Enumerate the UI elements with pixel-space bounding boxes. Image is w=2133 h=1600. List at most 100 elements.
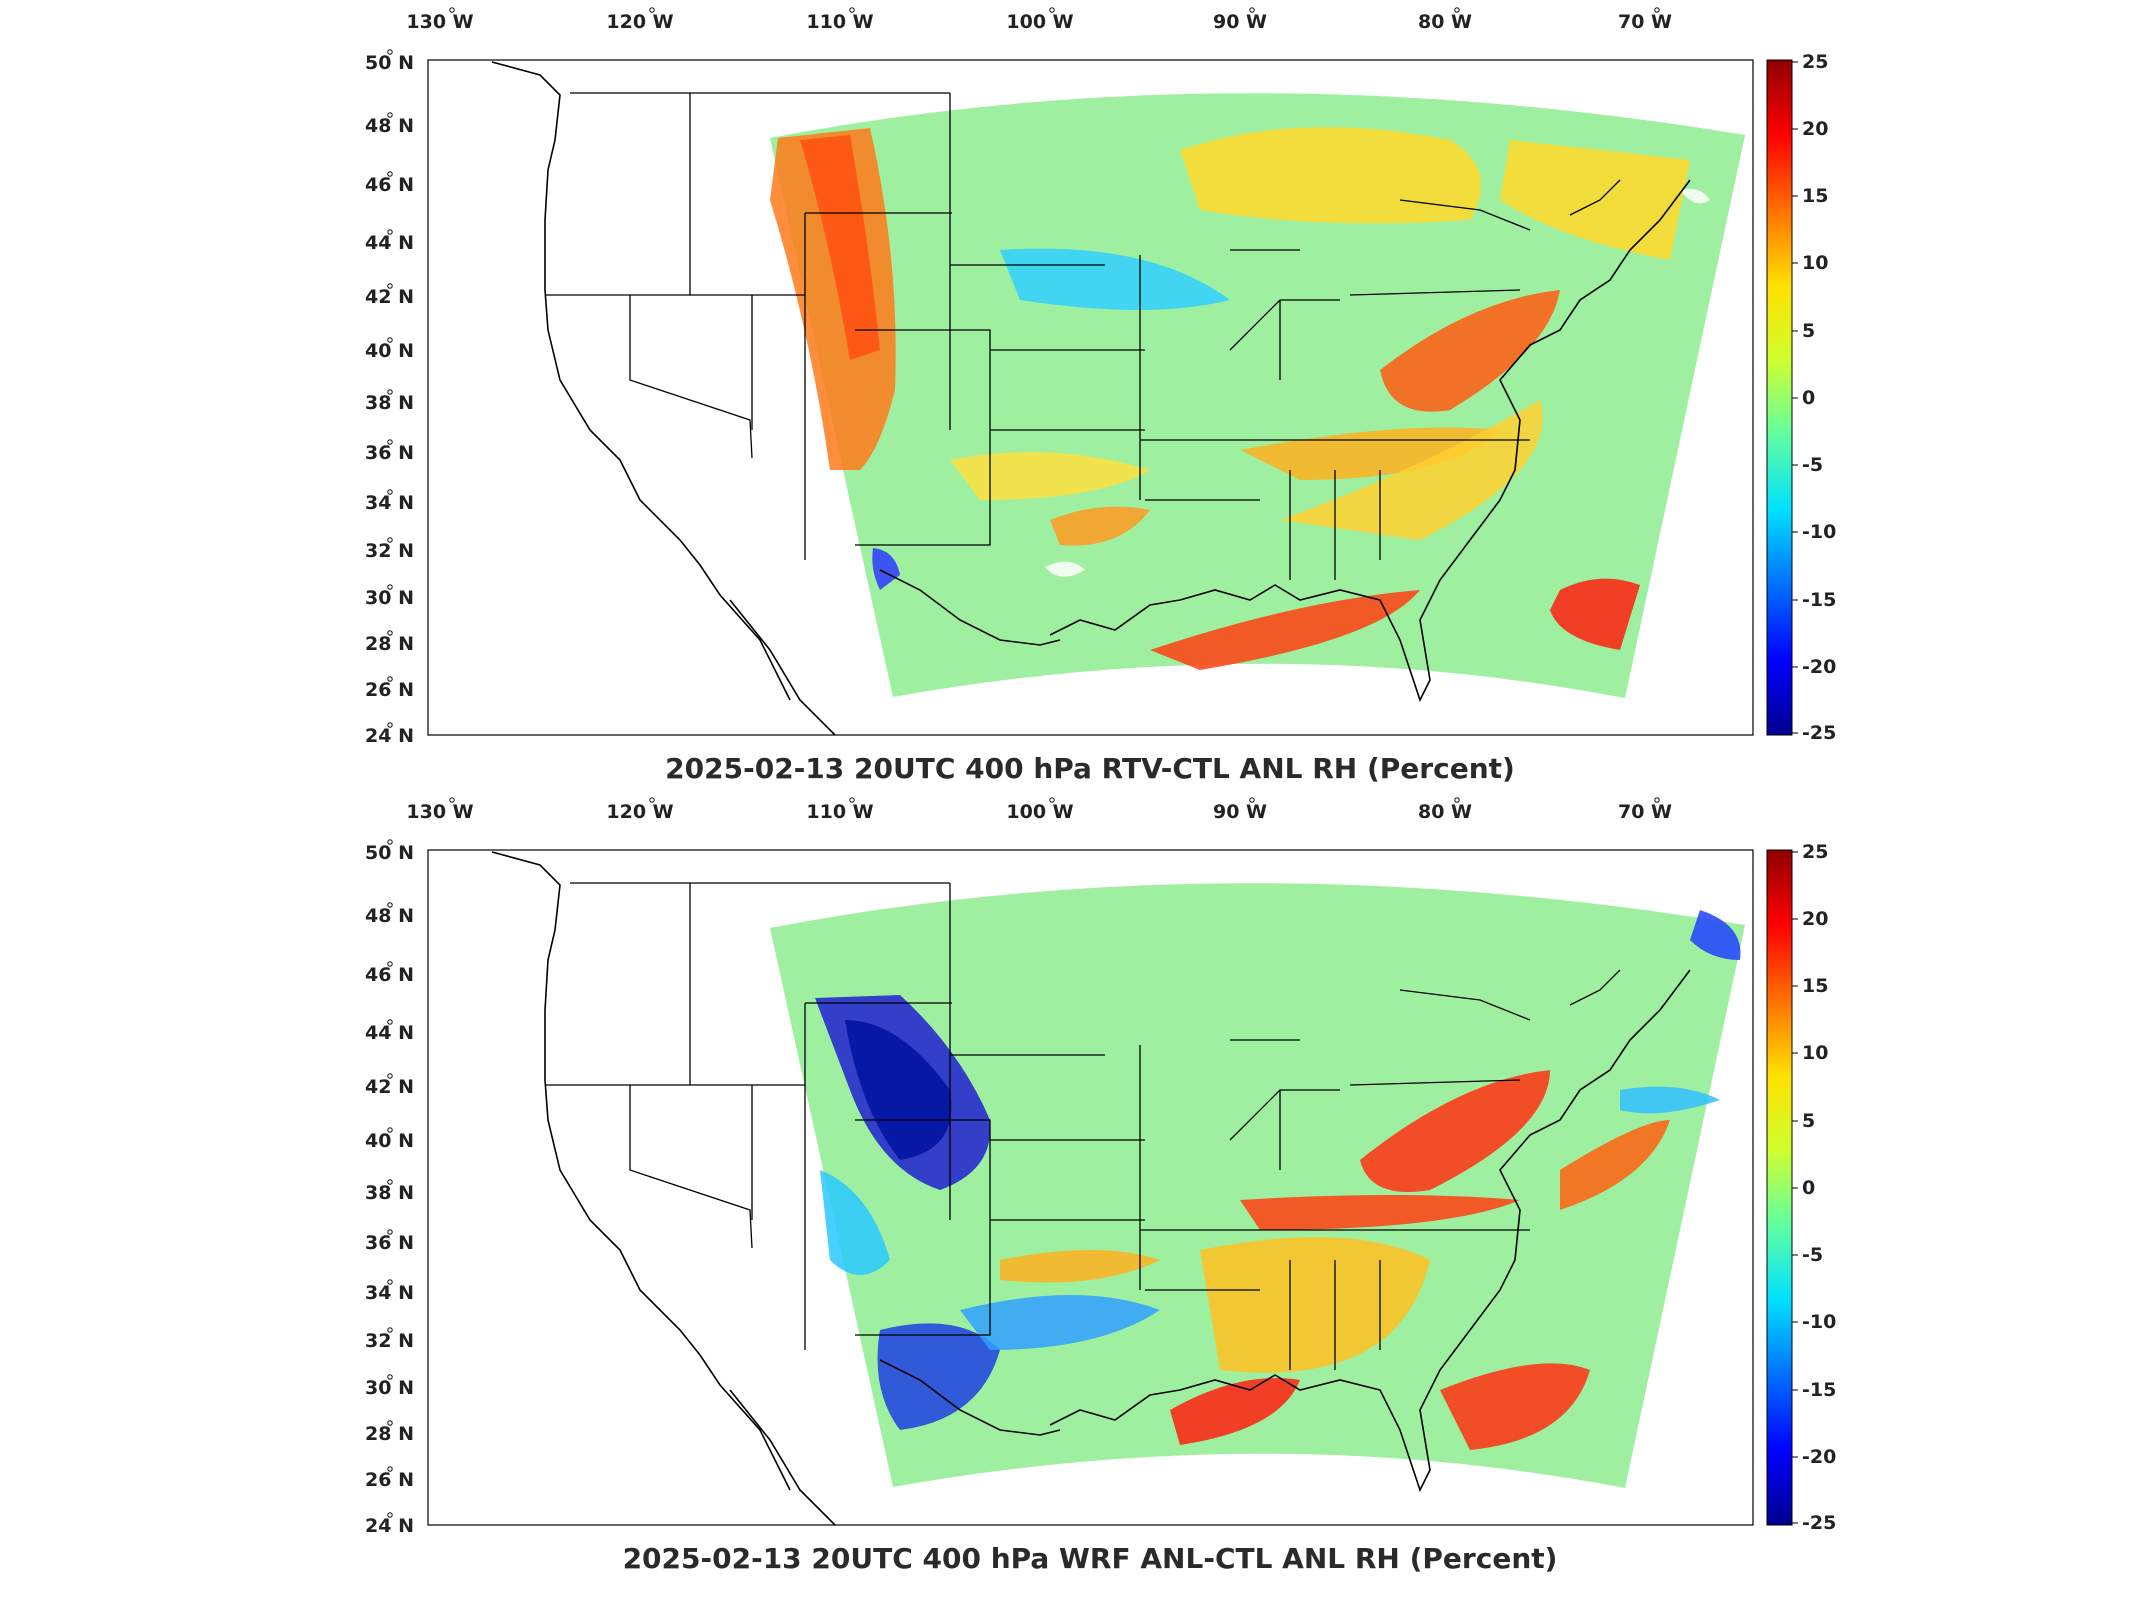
- degree-symbol: [387, 676, 393, 682]
- latitude-label: 30 N: [365, 587, 414, 609]
- state-border: [1349, 1079, 1521, 1086]
- field-layer: [770, 93, 1745, 698]
- field-blob: [1170, 1378, 1300, 1445]
- longitude-label: 100 W: [1006, 801, 1073, 823]
- colorbar-tick-label: 15: [1802, 975, 1828, 997]
- degree-symbol: [1654, 7, 1660, 13]
- degree-symbol: [387, 1019, 393, 1025]
- state-border: [1399, 199, 1531, 231]
- latitude-label: 46 N: [365, 964, 414, 986]
- latitude-label: 30 N: [365, 1377, 414, 1399]
- colorbar-ticks-top: 25 20 15 10 5 0 -5 -10 -15 -20 -25: [1792, 51, 1836, 744]
- degree-symbol: [849, 7, 855, 13]
- latitude-label: 50 N: [365, 842, 414, 864]
- colorbar-tick-label: -25: [1802, 722, 1836, 744]
- longitude-label: 80 W: [1418, 801, 1472, 823]
- degree-symbol: [449, 797, 455, 803]
- degree-symbol: [387, 961, 393, 967]
- degree-symbol: [387, 489, 393, 495]
- state-layer: [545, 882, 1621, 1370]
- latitude-label: 42 N: [365, 1076, 414, 1098]
- field-blob: [1045, 561, 1085, 577]
- field-blob: [820, 1170, 890, 1275]
- colorbar-tick-label: 25: [1802, 51, 1828, 73]
- degree-symbol: [387, 584, 393, 590]
- state-border: [629, 295, 753, 459]
- coastline: [491, 851, 791, 1491]
- latitude-label: 34 N: [365, 492, 414, 514]
- latitude-label: 24 N: [365, 1515, 414, 1537]
- coastline: [879, 1359, 1061, 1436]
- field-blob: [1050, 506, 1150, 546]
- panel-bottom-map: 130 W 120 W 110 W 100 W 90 W 80 W 70 W 50 N 48 …: [365, 797, 1836, 1575]
- degree-symbol: [649, 797, 655, 803]
- colorbar-tick-label: -10: [1802, 521, 1836, 543]
- degree-symbol: [1249, 797, 1255, 803]
- longitude-label: 110 W: [806, 801, 873, 823]
- longitude-label: 80 W: [1418, 11, 1472, 33]
- field-blob: [960, 1295, 1160, 1350]
- latitude-label: 24 N: [365, 725, 414, 747]
- longitude-label: 70 W: [1618, 801, 1672, 823]
- degree-symbol: [387, 902, 393, 908]
- state-border: [1569, 969, 1621, 1006]
- latitude-label: 32 N: [365, 540, 414, 562]
- degree-symbol: [387, 337, 393, 343]
- degree-symbol: [1049, 7, 1055, 13]
- latitude-label: 26 N: [365, 1469, 414, 1491]
- degree-symbol: [1454, 797, 1460, 803]
- state-border: [855, 329, 991, 546]
- state-layer: [545, 92, 1621, 580]
- degree-symbol: [387, 1179, 393, 1185]
- colorbar-tick-label: 10: [1802, 1042, 1828, 1064]
- latitude-label: 48 N: [365, 905, 414, 927]
- coastline: [729, 599, 836, 736]
- map-frame-bottom: [427, 849, 1754, 1526]
- coastline-bottom: [491, 851, 1691, 1526]
- longitude-labels-bottom: 130 W 120 W 110 W 100 W 90 W 80 W 70 W: [406, 797, 1672, 823]
- latitude-labels-top: 50 N 48 N 46 N 44 N 42 N 40 N 38 N 36 N 34 N 32 N…: [365, 49, 414, 747]
- longitude-label: 110 W: [806, 11, 873, 33]
- field-blob: [1240, 1195, 1520, 1230]
- rh-difference-field-top: [770, 93, 1745, 698]
- latitude-label: 34 N: [365, 1282, 414, 1304]
- degree-symbol: [387, 1229, 393, 1235]
- field-layer: [770, 883, 1745, 1488]
- degree-symbol: [1249, 7, 1255, 13]
- field-blob: [1280, 400, 1543, 540]
- state-border: [1349, 289, 1521, 296]
- rh-difference-field-bottom: [770, 883, 1745, 1488]
- field-blob: [1680, 188, 1710, 204]
- latitude-label: 32 N: [365, 1330, 414, 1352]
- degree-symbol: [387, 839, 393, 845]
- colorbar-tick-label: 0: [1802, 387, 1815, 409]
- state-boundaries-top: [545, 92, 1621, 580]
- field-blob: [1620, 1086, 1720, 1114]
- colorbar-tick-label: -20: [1802, 1446, 1836, 1468]
- coast-layer: [491, 61, 1691, 736]
- panel-title-top: 2025-02-13 20UTC 400 hPa RTV-CTL ANL RH …: [665, 752, 1515, 785]
- longitude-label: 130 W: [406, 801, 473, 823]
- degree-symbol: [387, 1279, 393, 1285]
- colorbar-tick-label: -10: [1802, 1311, 1836, 1333]
- latitude-label: 28 N: [365, 1423, 414, 1445]
- colorbar-tick-label: -25: [1802, 1512, 1836, 1534]
- colorbar-tick-label: -15: [1802, 589, 1836, 611]
- field-blob: [800, 135, 880, 360]
- field-blob: [1690, 910, 1741, 960]
- colorbar-bottom: [1766, 849, 1793, 1526]
- field-blob: [845, 1020, 952, 1160]
- latitude-label: 46 N: [365, 174, 414, 196]
- longitude-label: 120 W: [606, 801, 673, 823]
- colorbar-tick-label: -5: [1802, 1244, 1823, 1266]
- field-blob: [1380, 290, 1560, 412]
- colorbar-tick-label: -5: [1802, 454, 1823, 476]
- degree-symbol: [387, 1127, 393, 1133]
- state-border: [1569, 179, 1621, 216]
- field-blob: [1550, 578, 1640, 650]
- panel-title-bottom: 2025-02-13 20UTC 400 hPa WRF ANL-CTL ANL…: [623, 1542, 1558, 1575]
- field-blob: [1000, 248, 1230, 310]
- coast-layer: [491, 851, 1691, 1526]
- field-blob: [1560, 1120, 1670, 1210]
- latitude-label: 36 N: [365, 442, 414, 464]
